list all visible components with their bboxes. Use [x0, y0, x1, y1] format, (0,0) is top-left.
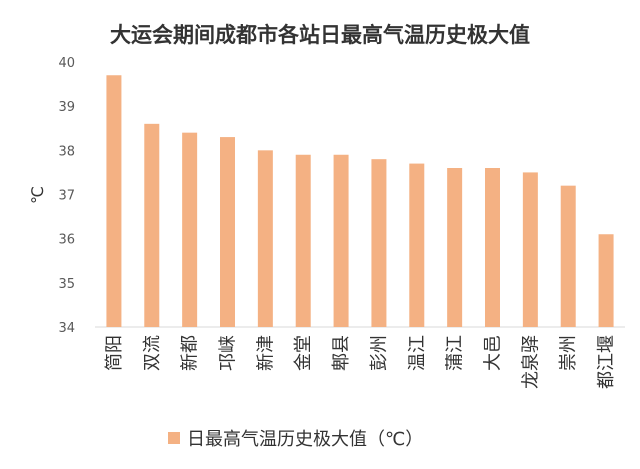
bar — [371, 159, 387, 327]
bar — [522, 172, 538, 327]
bar — [409, 163, 425, 327]
legend-swatch — [168, 432, 180, 444]
bar — [485, 168, 500, 327]
bar — [220, 137, 235, 327]
y-tick-label: 40 — [58, 56, 75, 71]
y-tick-label: 36 — [58, 233, 75, 248]
y-tick-label: 39 — [58, 100, 75, 115]
y-axis-label: ℃ — [28, 186, 47, 204]
x-tick-label: 金堂 — [293, 335, 314, 371]
y-tick-label: 38 — [58, 144, 75, 159]
legend: 日最高气温历史极大值（℃） — [168, 429, 423, 450]
bar — [598, 234, 614, 327]
bar — [257, 150, 273, 327]
y-axis: 34 35 36 37 38 39 40 — [58, 56, 75, 336]
x-tick-label: 彭州 — [369, 335, 390, 371]
bar — [144, 123, 160, 327]
x-tick-label: 邛崃 — [218, 335, 239, 371]
x-tick-label: 龙泉驿 — [520, 335, 541, 389]
x-tick-label: 都江堰 — [596, 335, 617, 389]
x-tick-label: 双流 — [142, 335, 163, 371]
bars — [106, 75, 614, 327]
x-tick-label: 郫县 — [331, 335, 352, 371]
x-axis: 简阳 双流 新都 邛崃 新津 金堂 郫县 彭州 温江 蒲江 大邑 龙泉驿 崇州 都江堰 — [104, 335, 617, 389]
x-tick-label: 崇州 — [558, 335, 579, 371]
x-tick-label: 温江 — [407, 335, 428, 371]
x-tick-label: 新都 — [180, 335, 201, 371]
x-tick-label: 蒲江 — [445, 335, 466, 371]
bar — [295, 154, 311, 327]
y-tick-label: 34 — [58, 321, 75, 336]
bar — [447, 168, 463, 327]
x-tick-label: 简阳 — [104, 335, 125, 371]
bar — [333, 154, 349, 327]
x-tick-label: 大邑 — [483, 335, 504, 371]
y-tick-label: 37 — [58, 189, 75, 204]
bar — [106, 75, 122, 327]
y-tick-label: 35 — [58, 277, 75, 292]
x-tick-label: 新津 — [255, 335, 276, 371]
legend-label: 日最高气温历史极大值（℃） — [187, 429, 423, 450]
chart-title: 大运会期间成都市各站日最高气温历史极大值 — [110, 23, 530, 47]
bar — [182, 132, 198, 327]
bar — [560, 185, 576, 327]
